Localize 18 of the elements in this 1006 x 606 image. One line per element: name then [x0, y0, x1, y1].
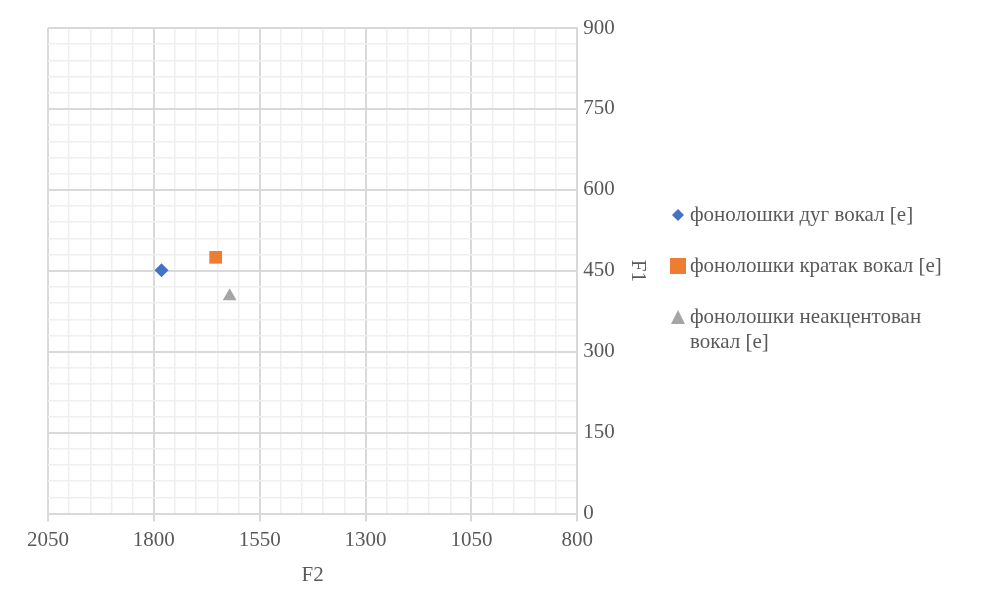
x-tick-label: 800 [561, 526, 594, 551]
legend-label: фонолошки дуг вокал [е] [690, 202, 914, 227]
y-axis-title: F1 [626, 259, 651, 282]
y-tick-label: 750 [583, 95, 615, 120]
x-tick-label: 2050 [27, 526, 69, 551]
x-tick-label: 1800 [132, 526, 175, 551]
y-tick-label: 600 [583, 176, 615, 201]
y-tick-label: 900 [583, 14, 615, 39]
y-tick-label: 150 [583, 419, 615, 444]
legend-label: фонолошки неакцентован вокал [е] [690, 304, 923, 354]
y-tick-label: 0 [583, 500, 594, 525]
x-tick-label: 1550 [238, 526, 281, 551]
y-tick-label: 300 [583, 338, 615, 363]
legend-label: фонолошки кратак вокал [е] [690, 253, 942, 278]
x-axis-title: F2 [301, 561, 324, 586]
x-tick-label: 1300 [344, 526, 387, 551]
y-tick-label: 450 [583, 257, 615, 282]
x-tick-label: 1050 [450, 526, 493, 551]
